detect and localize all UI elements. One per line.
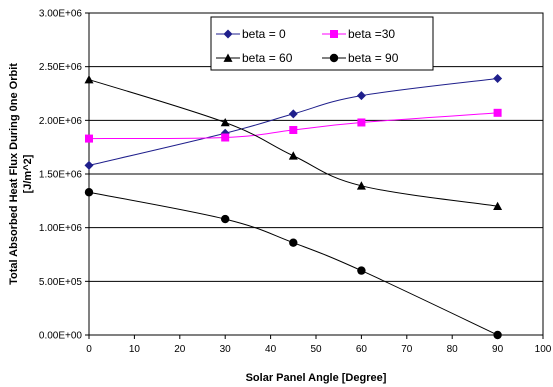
- legend-label: beta = 60: [242, 51, 293, 65]
- y-axis-title-line-1: Total Absorbed Heat Flux During 0ne Orbi…: [8, 63, 20, 285]
- series-4-point: [357, 266, 366, 275]
- series-2-point: [493, 108, 502, 117]
- x-axis-title: Solar Panel Angle [Degree]: [246, 372, 387, 384]
- series-2-point: [289, 125, 298, 134]
- series-1-point: [493, 73, 503, 83]
- x-tick-label: 90: [492, 344, 504, 355]
- series-line-3: [88, 79, 498, 207]
- legend-marker: [223, 29, 233, 39]
- series-1-point: [356, 91, 366, 101]
- y-gridlines: [89, 66, 543, 282]
- y-tick-label: 2.50E+06: [39, 62, 83, 73]
- series-4-point: [84, 188, 94, 197]
- legend-label: beta = 90: [348, 51, 399, 65]
- x-tick-label: 80: [447, 344, 459, 355]
- y-axis-title-line-2: [J/m^2]: [22, 154, 34, 193]
- x-tick-label: 50: [310, 344, 322, 355]
- series-3-point: [220, 117, 230, 127]
- legend-marker: [223, 53, 233, 62]
- series-2-point: [85, 134, 93, 143]
- x-tick-label: 60: [356, 344, 368, 355]
- x-tick-label: 30: [220, 344, 232, 355]
- y-ticks: 0.00E+00 5.00E+05 1.00E+06 1.50E+06 2.00E+06…: [39, 9, 89, 342]
- x-tick-label: 70: [401, 344, 413, 355]
- legend-box: [210, 16, 434, 71]
- y-tick-label: 1.50E+06: [39, 170, 83, 181]
- series-2-point: [357, 118, 366, 127]
- y-tick-label: 3.00E+06: [39, 9, 83, 20]
- series-1-point: [84, 160, 94, 170]
- series-3-point: [356, 181, 366, 190]
- y-tick-label: 1.00E+06: [39, 223, 83, 234]
- x-tick-label: 20: [174, 344, 186, 355]
- legend-marker: [329, 53, 339, 63]
- legend-marker: [330, 30, 338, 38]
- series-line-4: [88, 191, 498, 336]
- series-3-point: [288, 151, 298, 160]
- legend: beta = 0 beta =30 beta = 60 beta = 90: [210, 16, 434, 71]
- series-3-point: [493, 201, 503, 211]
- series-3-point: [84, 75, 94, 84]
- x-tick-label: 10: [129, 344, 141, 355]
- x-tick-label: 0: [86, 344, 92, 355]
- series-4-point: [221, 214, 230, 224]
- x-ticks: 0 10 20 30 40 50 60 70 80 90 100: [86, 335, 552, 355]
- series-markers: [84, 73, 503, 340]
- legend-label: beta = 0: [242, 27, 286, 41]
- y-tick-label: 0.00E+00: [39, 331, 83, 342]
- series-2-point: [221, 133, 230, 142]
- legend-label: beta =30: [348, 27, 395, 41]
- y-tick-label: 5.00E+05: [39, 277, 83, 288]
- series-4-point: [289, 238, 298, 247]
- series-4-point: [493, 330, 502, 340]
- x-tick-label: 100: [535, 344, 552, 355]
- y-tick-label: 2.00E+06: [39, 116, 83, 127]
- x-tick-label: 40: [265, 344, 277, 355]
- series-1-point: [288, 109, 298, 119]
